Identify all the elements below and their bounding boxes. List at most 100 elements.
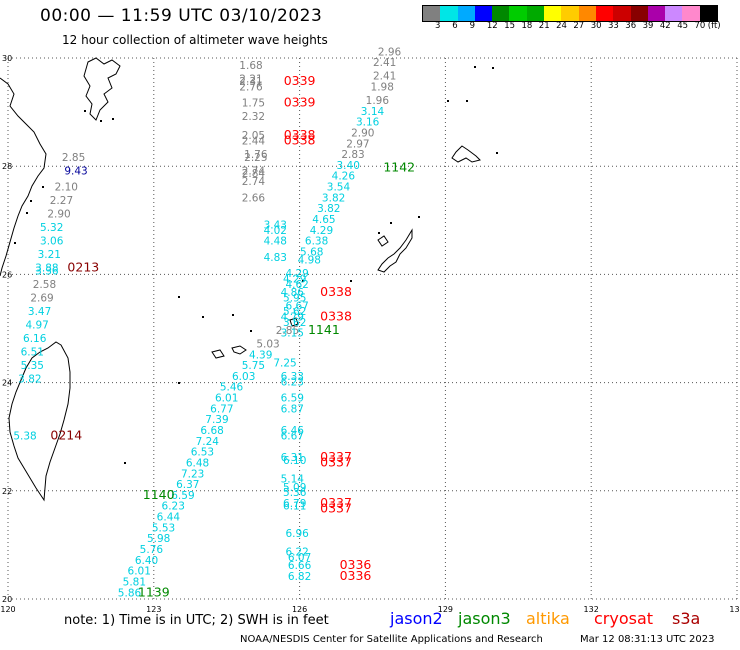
wave-height-label: 6.53 bbox=[191, 447, 214, 459]
legend-swatch bbox=[561, 6, 579, 21]
miyako-island bbox=[289, 317, 299, 327]
latitude-label: 26 bbox=[2, 270, 12, 279]
wave-height-label: 4.29 bbox=[285, 268, 308, 280]
wave-height-label: 5.46 bbox=[220, 382, 244, 394]
wave-height-label: 5.98 bbox=[147, 533, 170, 545]
pass-time-label: 0338 bbox=[320, 308, 352, 323]
pass-time-label: 0336 bbox=[340, 557, 372, 572]
zhoushan-islands bbox=[83, 57, 121, 121]
wave-height-label: 6.46 bbox=[281, 425, 305, 437]
pass-time-label: 0337 bbox=[320, 495, 352, 510]
wave-height-label: 5.32 bbox=[40, 222, 63, 234]
wave-height-label: 1.98 bbox=[371, 81, 394, 93]
legend-swatch bbox=[423, 6, 441, 21]
wave-height-label: 4.98 bbox=[298, 255, 321, 267]
wave-height-label: 2.21 bbox=[239, 73, 262, 85]
legend-label: 18 bbox=[521, 21, 533, 31]
legend-label: 36 bbox=[625, 21, 637, 31]
legend-label: 33 bbox=[608, 21, 619, 31]
island-dot bbox=[84, 110, 86, 112]
wave-height-label: 4.29 bbox=[283, 274, 306, 286]
wave-height-label: 4.29 bbox=[310, 225, 333, 237]
wave-height-label: 5.81 bbox=[123, 576, 146, 588]
wave-height-label: 4.97 bbox=[25, 320, 48, 332]
wave-height-label: 3.54 bbox=[327, 182, 351, 194]
pass-time-label: 0338 bbox=[320, 284, 352, 299]
wave-height-label: 1.68 bbox=[239, 60, 262, 72]
wave-height-label: 2.41 bbox=[373, 57, 396, 69]
wave-height-label: 6.22 bbox=[285, 547, 308, 559]
wave-height-label: 2.83 bbox=[341, 149, 364, 161]
wave-height-label: 2.69 bbox=[30, 292, 53, 304]
pass-time-label: 0338 bbox=[284, 133, 316, 148]
wave-height-label: 3.43 bbox=[264, 219, 287, 231]
wave-height-label: 4.65 bbox=[312, 214, 335, 226]
wave-height-label: 2.25 bbox=[244, 152, 267, 164]
wave-height-label: 7.25 bbox=[273, 357, 296, 369]
pass-time-label: 1142 bbox=[383, 160, 415, 175]
wave-height-label: 5.14 bbox=[281, 474, 305, 486]
pass-time-label: 0214 bbox=[50, 427, 82, 442]
wave-height-label: 3.47 bbox=[28, 306, 51, 318]
wave-height-label: 1.76 bbox=[244, 149, 268, 161]
legend-swatch bbox=[682, 6, 700, 21]
wave-height-label: 2.05 bbox=[242, 130, 265, 142]
legend-swatch bbox=[474, 6, 493, 21]
wave-height-label: 5.09 bbox=[283, 482, 306, 494]
legend-swatch bbox=[440, 6, 458, 21]
wave-height-label: 2.76 bbox=[239, 81, 263, 93]
wave-height-label: 1.75 bbox=[242, 98, 265, 110]
legend-swatch bbox=[613, 6, 631, 21]
island-dot bbox=[378, 232, 380, 234]
wave-height-label: 4.83 bbox=[264, 252, 287, 264]
wave-height-label: 1.96 bbox=[366, 95, 390, 107]
wave-height-label: 3.15 bbox=[281, 328, 304, 340]
wave-height-label: 2.90 bbox=[47, 209, 70, 221]
wave-height-label: 5.03 bbox=[256, 338, 279, 350]
credit-line: NOAA/NESDIS Center for Satellite Applica… bbox=[240, 634, 543, 645]
wave-height-label: 6.48 bbox=[186, 457, 209, 469]
wave-height-label: 4.86 bbox=[281, 287, 305, 299]
island-dot bbox=[232, 314, 234, 316]
wave-height-label: 3.36 bbox=[35, 265, 59, 277]
wave-height-label: 2.74 bbox=[242, 176, 266, 188]
wave-height-label: 2.84 bbox=[242, 168, 266, 180]
wave-height-label: 2.90 bbox=[351, 127, 374, 139]
wave-height-label: 9.43 bbox=[64, 165, 87, 177]
wave-height-label: 6.82 bbox=[288, 571, 311, 583]
page-title: 00:00 — 11:59 UTC 03/10/2023 bbox=[40, 6, 323, 26]
island-dot bbox=[14, 242, 16, 244]
amami-island bbox=[377, 235, 389, 247]
wave-height-label: 7.24 bbox=[196, 436, 220, 448]
wave-height-label: 6.31 bbox=[281, 452, 304, 464]
island-dot bbox=[418, 216, 420, 218]
wave-height-label: 2.85 bbox=[276, 325, 299, 337]
longitude-label: 123 bbox=[146, 605, 161, 614]
wave-height-label: 6.79 bbox=[283, 498, 306, 510]
china-coastline bbox=[0, 77, 47, 277]
legend-label: 3 bbox=[435, 21, 441, 31]
island-dot bbox=[42, 186, 44, 188]
pass-time-label: 0337 bbox=[320, 454, 352, 469]
wave-height-label: 5.38 bbox=[13, 430, 36, 442]
wave-height-label: 2.27 bbox=[50, 195, 73, 207]
wave-height-label: 7.39 bbox=[205, 414, 228, 426]
wave-height-label: 6.01 bbox=[128, 566, 151, 578]
wave-height-label: 2.41 bbox=[373, 71, 396, 83]
legend-swatch bbox=[492, 6, 510, 21]
wave-height-label: 6.51 bbox=[21, 347, 44, 359]
mission-altika: altika bbox=[526, 609, 570, 628]
longitude-label: 126 bbox=[292, 605, 307, 614]
coastlines bbox=[0, 57, 481, 502]
wave-height-label: 3.16 bbox=[356, 117, 380, 129]
wave-height-label: 6.38 bbox=[305, 236, 328, 248]
pass-time-label: 0337 bbox=[320, 500, 352, 515]
wave-height-label: 7.23 bbox=[181, 468, 204, 480]
iriomote-island bbox=[211, 349, 225, 359]
wave-height-label: 6.77 bbox=[210, 403, 233, 415]
legend-label: 39 bbox=[642, 21, 654, 31]
legend-label: 70 bbox=[694, 21, 706, 31]
legend-swatch bbox=[526, 6, 545, 21]
island-dot bbox=[492, 67, 494, 69]
legend-label: (ft) bbox=[707, 21, 721, 31]
